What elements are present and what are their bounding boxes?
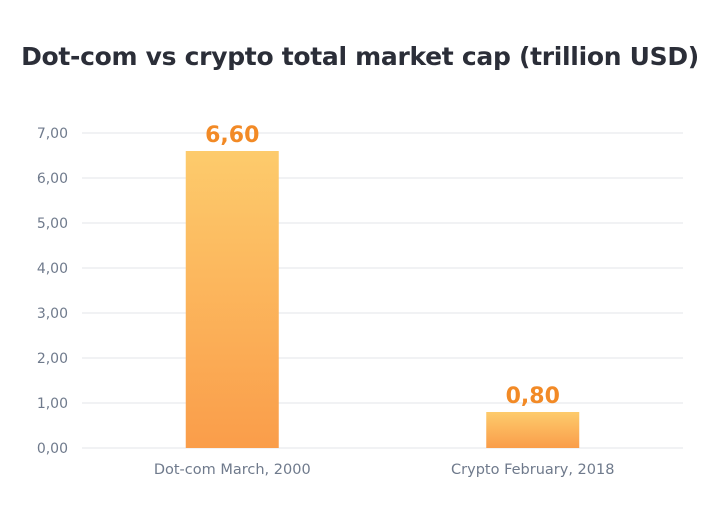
x-category-label: Dot-com March, 2000: [154, 462, 311, 478]
y-tick-label: 6,00: [37, 171, 68, 187]
y-tick-label: 1,00: [37, 396, 68, 412]
bar-value-label: 6,60: [205, 123, 259, 148]
value-labels: 6,60 0,80: [205, 123, 560, 409]
bar-dot-com: [185, 151, 279, 448]
y-tick-label: 5,00: [37, 216, 68, 232]
y-tick-label: 0,00: [37, 441, 68, 457]
y-tick-label: 2,00: [37, 351, 68, 367]
chart-title: Dot-com vs crypto total market cap (tril…: [21, 42, 699, 71]
y-axis-ticks: 0,00 1,00 2,00 3,00 4,00 5,00 6,00 7,00: [37, 126, 68, 457]
y-tick-label: 7,00: [37, 126, 68, 142]
y-tick-label: 4,00: [37, 261, 68, 277]
bar-value-label: 0,80: [506, 384, 560, 409]
bars: [185, 151, 580, 448]
bar-crypto: [486, 412, 580, 448]
x-axis-categories: Dot-com March, 2000 Crypto February, 2018: [154, 462, 615, 478]
x-category-label: Crypto February, 2018: [451, 462, 614, 478]
y-tick-label: 3,00: [37, 306, 68, 322]
gridlines: [82, 132, 683, 449]
